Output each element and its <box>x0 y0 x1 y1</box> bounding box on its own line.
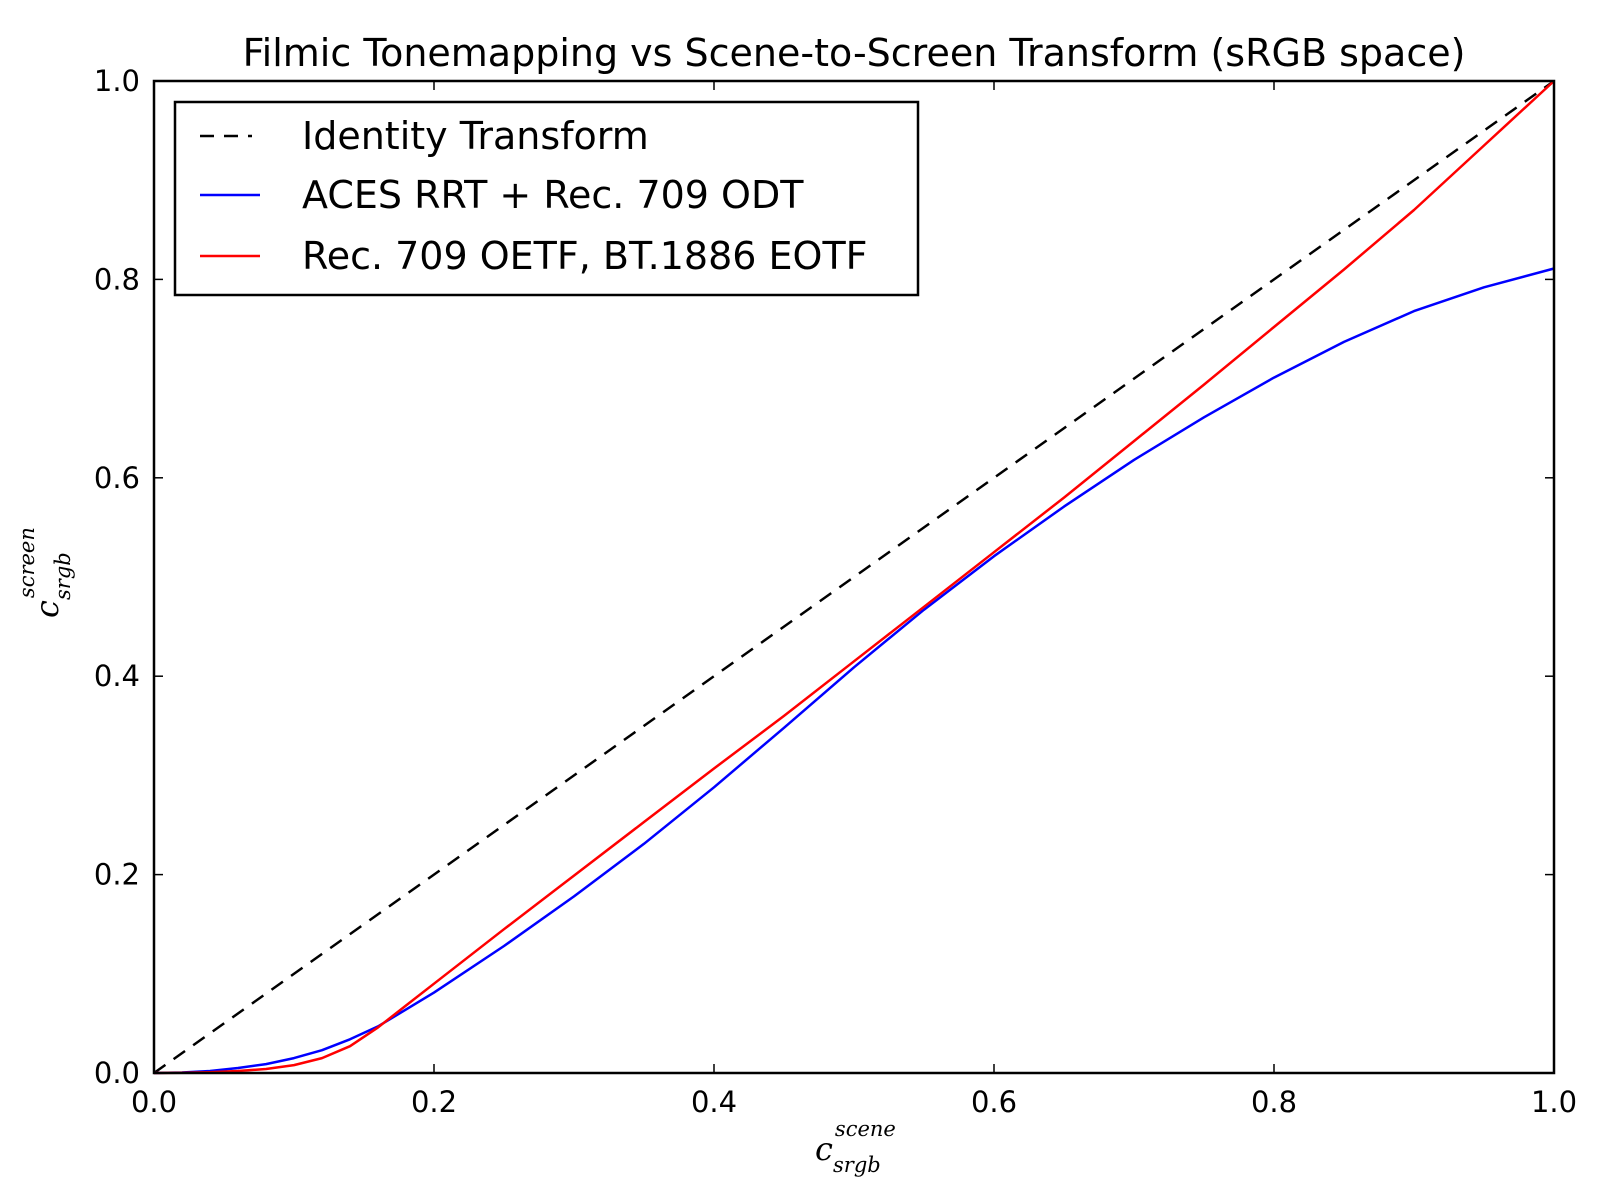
x-axis-label-base: c <box>815 1130 833 1168</box>
series-line-1 <box>153 267 1555 1075</box>
x-tick-label: 0.6 <box>971 1085 1017 1119</box>
y-axis-label: c screen srgb <box>15 527 75 618</box>
x-tick-label: 0.4 <box>691 1085 737 1119</box>
series-layer <box>153 79 1555 1075</box>
y-axis-ticks: 0.0 0.2 0.4 0.6 0.8 1.0 <box>94 64 1554 1090</box>
plot-area <box>152 79 1556 1075</box>
x-axis-label-superscript: scene <box>835 1117 896 1141</box>
x-axis-ticks: 0.0 0.2 0.4 0.6 0.8 1.0 <box>131 81 1577 1119</box>
y-tick-label: 0.8 <box>94 262 140 296</box>
legend: Identity Transform ACES RRT + Rec. 709 O… <box>173 100 920 297</box>
x-axis-label-subscript: srgb <box>833 1153 881 1177</box>
legend-box <box>173 100 920 297</box>
series-line-0 <box>153 79 1555 1075</box>
x-tick-label: 0.0 <box>131 1085 177 1119</box>
y-axis-label-subscript: srgb <box>51 552 75 600</box>
chart-title: Filmic Tonemapping vs Scene-to-Screen Tr… <box>243 31 1466 75</box>
y-tick-label: 0.2 <box>94 858 140 892</box>
x-tick-label: 0.2 <box>411 1085 457 1119</box>
y-tick-label: 0.0 <box>94 1056 140 1090</box>
y-axis-label-base: c <box>28 600 66 618</box>
legend-label-rec709: Rec. 709 OETF, BT.1886 EOTF <box>302 234 868 278</box>
y-tick-label: 0.4 <box>94 659 140 693</box>
x-axis-label: cscene srgb <box>815 1117 896 1177</box>
x-tick-label: 0.8 <box>1251 1085 1297 1119</box>
y-tick-label: 1.0 <box>94 64 140 98</box>
x-tick-label: 1.0 <box>1531 1085 1577 1119</box>
y-tick-label: 0.6 <box>94 461 140 495</box>
series-line-2 <box>153 80 1555 1075</box>
legend-label-identity: Identity Transform <box>302 114 649 158</box>
y-axis-label-superscript: screen <box>15 527 39 598</box>
y-axis-label-group: c screen srgb <box>15 527 75 618</box>
plot-frame <box>152 79 1556 1075</box>
legend-label-aces: ACES RRT + Rec. 709 ODT <box>302 173 804 217</box>
